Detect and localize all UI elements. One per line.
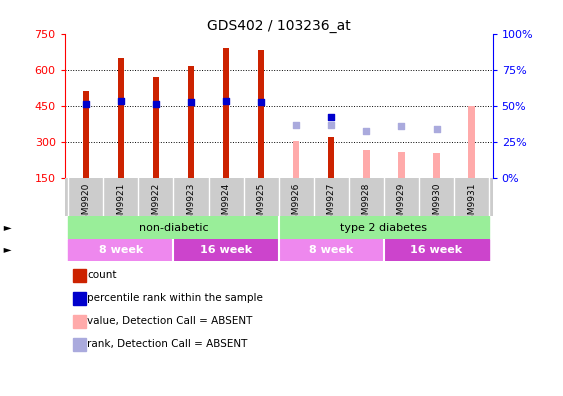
Title: GDS402 / 103236_at: GDS402 / 103236_at — [207, 19, 351, 32]
Bar — [153, 77, 159, 178]
Bar — [384, 239, 489, 261]
Bar — [468, 106, 475, 178]
Point — [117, 98, 126, 104]
Text: 16 week: 16 week — [200, 245, 252, 255]
Text: non-diabetic: non-diabetic — [138, 223, 208, 233]
Bar — [293, 141, 300, 178]
Bar — [68, 239, 173, 261]
Text: type 2 diabetes: type 2 diabetes — [341, 223, 427, 233]
Text: 8 week: 8 week — [309, 245, 354, 255]
Point — [327, 114, 336, 120]
Text: GSM9926: GSM9926 — [292, 183, 301, 226]
Point — [397, 123, 406, 129]
Text: GSM9924: GSM9924 — [222, 183, 231, 226]
Point — [81, 101, 90, 107]
Bar — [188, 66, 194, 178]
Bar — [118, 58, 124, 178]
Text: GSM9925: GSM9925 — [257, 183, 266, 226]
Text: GSM9928: GSM9928 — [362, 183, 371, 226]
Bar — [279, 239, 384, 261]
Text: GSM9923: GSM9923 — [186, 183, 195, 226]
Text: rank, Detection Call = ABSENT: rank, Detection Call = ABSENT — [87, 339, 248, 349]
Bar — [68, 217, 279, 239]
Text: disease state ►: disease state ► — [0, 223, 11, 233]
Text: count: count — [87, 270, 117, 280]
Text: GSM9929: GSM9929 — [397, 183, 406, 226]
Text: GSM9922: GSM9922 — [151, 183, 160, 226]
Bar — [328, 137, 334, 178]
Bar — [223, 48, 229, 178]
Bar — [434, 153, 440, 178]
Point — [186, 99, 195, 105]
Point — [327, 122, 336, 128]
Text: GSM9927: GSM9927 — [327, 183, 336, 226]
Bar — [279, 217, 489, 239]
Bar — [363, 150, 369, 178]
Point — [222, 98, 231, 105]
Text: age ►: age ► — [0, 245, 11, 255]
Text: 16 week: 16 week — [410, 245, 463, 255]
Text: GSM9930: GSM9930 — [432, 183, 441, 226]
Point — [362, 128, 371, 134]
Text: percentile rank within the sample: percentile rank within the sample — [87, 293, 263, 303]
Text: 8 week: 8 week — [99, 245, 143, 255]
Text: value, Detection Call = ABSENT: value, Detection Call = ABSENT — [87, 316, 253, 326]
Text: GSM9920: GSM9920 — [81, 183, 90, 226]
Bar — [398, 152, 405, 178]
Bar — [83, 91, 89, 178]
Text: GSM9931: GSM9931 — [467, 183, 476, 226]
Point — [292, 122, 301, 128]
Point — [151, 101, 160, 107]
Point — [257, 99, 266, 105]
Bar — [173, 239, 279, 261]
Bar — [258, 51, 264, 178]
Point — [432, 126, 441, 132]
Text: GSM9921: GSM9921 — [117, 183, 126, 226]
